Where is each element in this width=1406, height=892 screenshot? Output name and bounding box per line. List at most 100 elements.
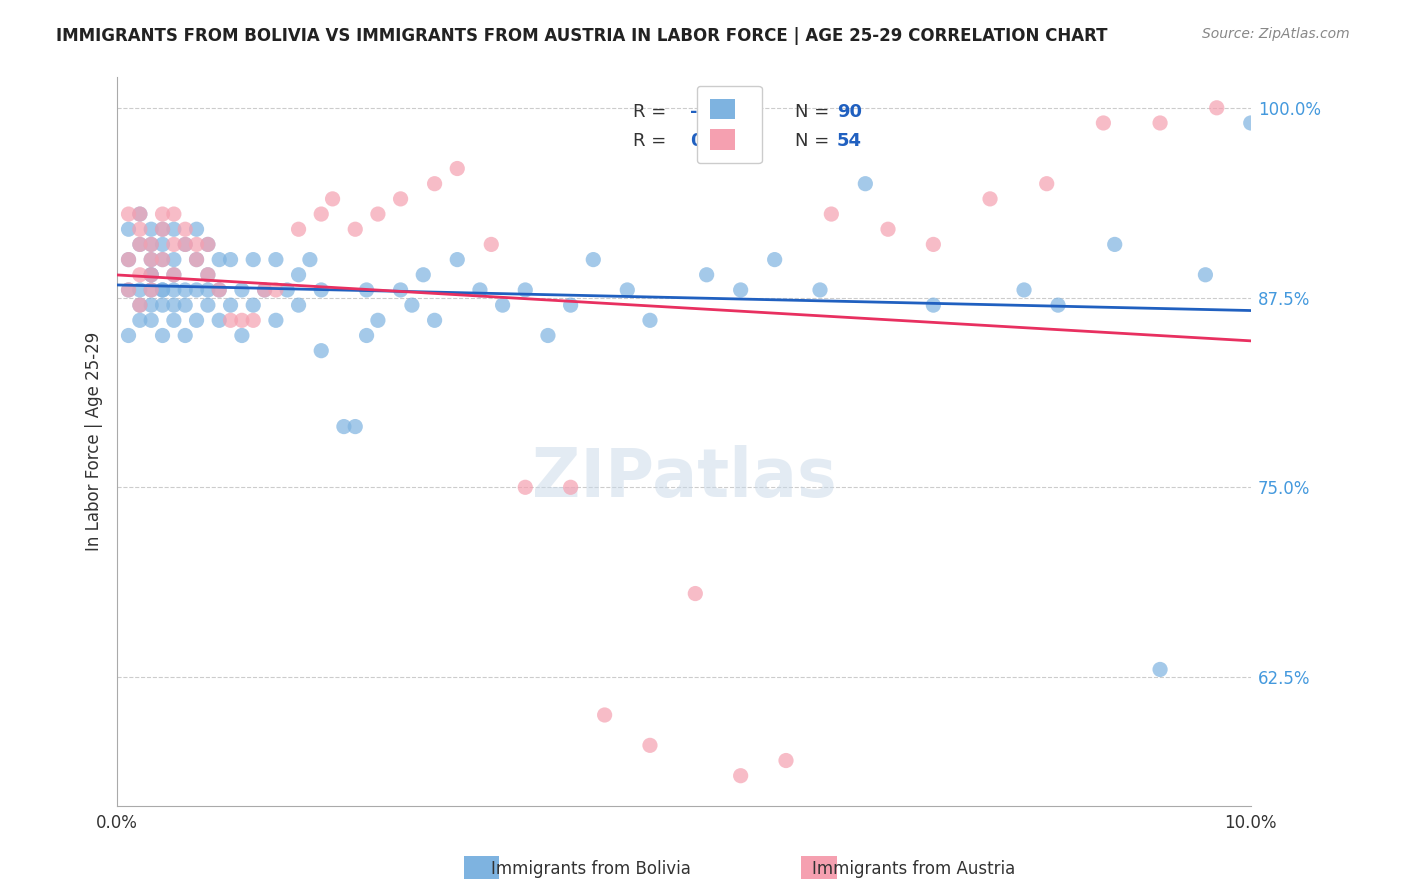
Point [219, 252, 242, 267]
Point [491, 298, 513, 312]
Y-axis label: In Labor Force | Age 25-29: In Labor Force | Age 25-29 [86, 332, 103, 551]
Point [820, 207, 842, 221]
Point [186, 237, 208, 252]
Point [186, 313, 208, 327]
Point [582, 252, 605, 267]
Point [174, 328, 197, 343]
Point [141, 283, 163, 297]
Point [309, 343, 332, 358]
Point [1047, 298, 1070, 312]
Point [197, 237, 219, 252]
Point [117, 328, 139, 343]
Point [775, 754, 797, 768]
Point [128, 222, 150, 236]
Point [163, 268, 186, 282]
Point [186, 252, 208, 267]
Point [264, 313, 287, 327]
Text: ZIPatlas: ZIPatlas [531, 445, 837, 511]
Point [219, 298, 242, 312]
Point [231, 283, 253, 297]
Point [152, 252, 174, 267]
Point [197, 268, 219, 282]
Point [208, 313, 231, 327]
Point [264, 283, 287, 297]
Point [253, 283, 276, 297]
Text: R =: R = [633, 132, 678, 150]
Point [128, 283, 150, 297]
Point [152, 252, 174, 267]
Point [141, 237, 163, 252]
Point [163, 283, 186, 297]
Point [367, 313, 389, 327]
Point [922, 298, 945, 312]
Point [186, 283, 208, 297]
Point [174, 237, 197, 252]
Point [1012, 283, 1035, 297]
Point [560, 480, 582, 494]
Point [276, 283, 298, 297]
Point [141, 268, 163, 282]
Point [446, 252, 468, 267]
Point [141, 268, 163, 282]
Point [877, 222, 900, 236]
Point [1194, 268, 1216, 282]
Point [186, 222, 208, 236]
Point [163, 252, 186, 267]
Point [287, 268, 309, 282]
Point [219, 313, 242, 327]
Point [128, 237, 150, 252]
Point [231, 313, 253, 327]
Point [479, 237, 502, 252]
Point [638, 739, 661, 753]
Point [117, 283, 139, 297]
Point [174, 222, 197, 236]
Point [174, 237, 197, 252]
Point [128, 268, 150, 282]
Point [163, 313, 186, 327]
Point [1092, 116, 1115, 130]
Point [1205, 101, 1227, 115]
Point [1035, 177, 1057, 191]
Point [515, 283, 537, 297]
Point [1149, 116, 1171, 130]
Point [128, 298, 150, 312]
Point [1149, 663, 1171, 677]
Point [152, 207, 174, 221]
Text: 54: 54 [837, 132, 862, 150]
Point [141, 252, 163, 267]
Text: N =: N = [794, 132, 835, 150]
Point [696, 268, 718, 282]
Point [446, 161, 468, 176]
Point [141, 313, 163, 327]
Point [242, 298, 264, 312]
Point [208, 283, 231, 297]
Point [309, 283, 332, 297]
Point [163, 268, 186, 282]
Text: IMMIGRANTS FROM BOLIVIA VS IMMIGRANTS FROM AUSTRIA IN LABOR FORCE | AGE 25-29 CO: IMMIGRANTS FROM BOLIVIA VS IMMIGRANTS FR… [56, 27, 1108, 45]
Point [197, 268, 219, 282]
Point [208, 252, 231, 267]
Point [1104, 237, 1126, 252]
Point [638, 313, 661, 327]
Point [253, 283, 276, 297]
Point [309, 207, 332, 221]
Point [174, 298, 197, 312]
Point [515, 480, 537, 494]
Point [152, 237, 174, 252]
Point [356, 283, 378, 297]
Point [979, 192, 1001, 206]
Point [128, 207, 150, 221]
Point [685, 586, 707, 600]
Text: Source: ZipAtlas.com: Source: ZipAtlas.com [1202, 27, 1350, 41]
Point [560, 298, 582, 312]
Point [141, 298, 163, 312]
Point [389, 283, 412, 297]
Point [163, 222, 186, 236]
Point [152, 283, 174, 297]
Point [141, 237, 163, 252]
Point [468, 283, 491, 297]
Point [264, 252, 287, 267]
Point [922, 237, 945, 252]
Point [242, 313, 264, 327]
Point [197, 298, 219, 312]
